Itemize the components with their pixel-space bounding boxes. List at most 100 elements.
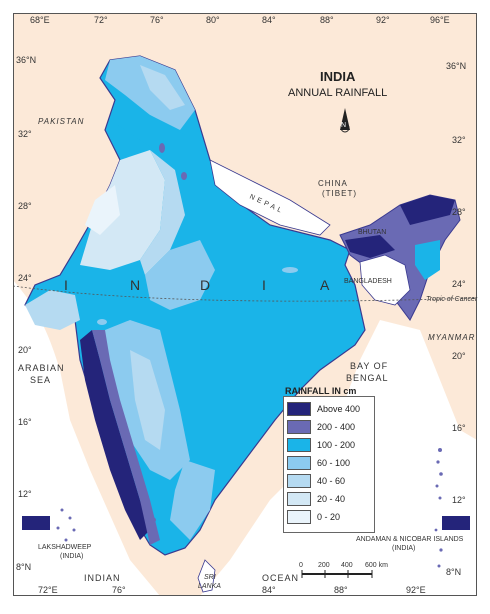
label-arabian: ARABIAN (18, 363, 65, 373)
legend-item-20-40: 20 - 40 (287, 491, 371, 507)
deccan-40-60 (130, 350, 165, 450)
lat-left-3: 24° (18, 273, 32, 283)
label-andaman-india: (INDIA) (392, 545, 416, 552)
label-lakshadweep-india: (INDIA) (60, 553, 84, 560)
legend-label: 20 - 40 (317, 494, 346, 504)
label-pakistan: PAKISTAN (38, 117, 85, 126)
label-andaman: ANDAMAN & NICOBAR ISLANDS (356, 536, 464, 543)
scale-tick-2: 400 (341, 562, 353, 569)
lon-top-6: 92° (376, 15, 390, 25)
lake-2 (181, 172, 187, 180)
legend-swatch (287, 474, 311, 488)
label-sea: SEA (30, 375, 52, 385)
gujarat-zone (25, 290, 80, 330)
lake-5 (148, 517, 156, 523)
legend-swatch (287, 402, 311, 416)
lat-left-1: 32° (18, 129, 32, 139)
scale-tick-3: 600 km (365, 562, 388, 569)
legend-item-0-20: 0 - 20 (287, 509, 371, 525)
bangladesh-shape (359, 254, 411, 306)
label-tibet: (TIBET) (322, 189, 357, 198)
north-arrow-icon (340, 108, 350, 133)
thar-0-20 (85, 185, 120, 235)
lakshadweep-islands (56, 508, 76, 542)
lat-right-5: 16° (452, 423, 466, 433)
lat-right-1: 32° (452, 135, 466, 145)
lat-right-3: 24° (452, 279, 466, 289)
lake-4 (97, 319, 107, 325)
rajasthan-20-40 (80, 150, 165, 270)
map-title: INDIA (320, 69, 356, 84)
india-letter-5: A (320, 277, 332, 293)
west-40-60 (140, 150, 185, 275)
lake-1 (159, 143, 165, 153)
lon-bottom-1: 76° (112, 585, 126, 595)
assam-valley (415, 240, 440, 280)
label-bangladesh: BANGLADESH (344, 278, 392, 285)
india-letter-4: I (262, 277, 268, 293)
lon-top-5: 88° (320, 15, 334, 25)
legend-item-60-100: 60 - 100 (287, 455, 371, 471)
label-myanmar: MYANMAR (428, 333, 476, 342)
lon-bottom-3: 88° (334, 585, 348, 595)
india-letter-1: I (64, 277, 70, 293)
legend-swatch (287, 420, 311, 434)
meghalaya-high-rain (345, 235, 395, 258)
lat-right-4: 20° (452, 351, 466, 361)
tamil-zone (170, 460, 215, 540)
tropic-line (12, 285, 478, 302)
legend-swatch (287, 456, 311, 470)
lat-left-6: 12° (18, 489, 32, 499)
label-tropic: Tropic of Cancer (426, 296, 478, 303)
label-ocean: OCEAN (262, 573, 300, 583)
andaman-patch (442, 516, 470, 530)
lon-top-0: 68°E (30, 15, 50, 25)
label-bhutan: BHUTAN (358, 229, 387, 236)
lat-left-0: 36°N (16, 55, 37, 65)
map-subtitle: ANNUAL RAINFALL (288, 87, 388, 99)
central-west-60-100 (145, 240, 215, 310)
lon-top-7: 96°E (430, 15, 450, 25)
legend-label: 60 - 100 (317, 458, 351, 468)
legend-item-200-400: 200 - 400 (287, 419, 371, 435)
label-sri: SRI (204, 574, 216, 581)
label-bay-of: BAY OF (350, 361, 389, 371)
scale-tick-1: 200 (318, 562, 330, 569)
label-bengal: BENGAL (346, 373, 389, 383)
lon-top-1: 72° (94, 15, 108, 25)
lon-top-2: 76° (150, 15, 164, 25)
himachal-zone (118, 100, 200, 160)
legend-swatch (287, 438, 311, 452)
lon-top-3: 80° (206, 15, 220, 25)
india-letter-3: D (200, 277, 213, 293)
label-indian: INDIAN (84, 573, 121, 583)
legend-title: RAINFALL IN cm (285, 386, 357, 396)
legend-swatch (287, 510, 311, 524)
sri-lanka-shape (197, 559, 216, 593)
legend-label: 0 - 20 (317, 512, 341, 522)
legend-item-100-200: 100 - 200 (287, 437, 371, 453)
map-frame (13, 13, 477, 596)
lat-right-2: 28° (452, 207, 466, 217)
label-china: CHINA (318, 179, 348, 188)
lat-right-6: 12° (452, 495, 466, 505)
lat-right-7: 8°N (446, 567, 462, 577)
lon-bottom-0: 72°E (38, 585, 58, 595)
lat-left-2: 28° (18, 201, 32, 211)
label-lakshadweep: LAKSHADWEEP (38, 544, 92, 551)
legend-label: 200 - 400 (317, 422, 356, 432)
lake-3 (282, 267, 298, 273)
north-label: N (341, 122, 347, 129)
kashmir-zone (105, 56, 195, 130)
scale-tick-0: 0 (299, 562, 303, 569)
lon-top-4: 84° (262, 15, 276, 25)
india-letter-2: N (130, 277, 143, 293)
western-ghats-above-400 (80, 330, 150, 540)
lon-bottom-2: 84° (262, 585, 276, 595)
lat-right-0: 36°N (446, 61, 467, 71)
legend-box: Above 400 200 - 400 100 - 200 60 - 100 4… (283, 396, 375, 533)
nepal-shape (209, 159, 331, 236)
lakshadweep-patch (22, 516, 50, 530)
legend-label: 100 - 200 (317, 440, 356, 450)
lat-left-5: 16° (18, 417, 32, 427)
